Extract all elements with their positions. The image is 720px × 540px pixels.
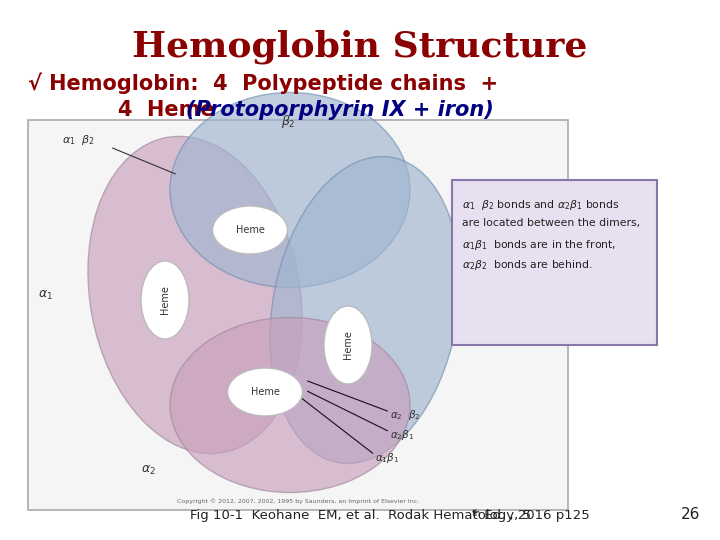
Text: $\alpha_1\beta_1$: $\alpha_1\beta_1$ bbox=[375, 451, 400, 465]
Text: $\alpha_1$  $\beta_2$ bonds and $\alpha_2\beta_1$ bonds: $\alpha_1$ $\beta_2$ bonds and $\alpha_2… bbox=[462, 198, 619, 212]
Text: Heme: Heme bbox=[235, 225, 264, 235]
Text: $\alpha_1$  $\beta_2$: $\alpha_1$ $\beta_2$ bbox=[62, 133, 95, 147]
Text: Heme: Heme bbox=[251, 387, 279, 397]
Text: $\beta_1$: $\beta_1$ bbox=[455, 301, 469, 319]
FancyBboxPatch shape bbox=[452, 180, 657, 345]
Text: $\alpha_1$: $\alpha_1$ bbox=[38, 288, 53, 301]
Text: $\alpha_2$  $\beta_2$: $\alpha_2$ $\beta_2$ bbox=[390, 408, 420, 422]
Text: $\alpha_1\beta_1$  bonds are in the front,: $\alpha_1\beta_1$ bonds are in the front… bbox=[462, 238, 616, 252]
Ellipse shape bbox=[324, 306, 372, 384]
Text: Copyright © 2012, 2007, 2002, 1995 by Saunders, an Imprint of Elsevier Inc.: Copyright © 2012, 2007, 2002, 1995 by Sa… bbox=[177, 498, 419, 504]
Ellipse shape bbox=[141, 261, 189, 339]
Text: $\beta_2$: $\beta_2$ bbox=[281, 113, 295, 131]
Text: $\alpha_2\beta_1$: $\alpha_2\beta_1$ bbox=[390, 428, 415, 442]
Ellipse shape bbox=[212, 206, 287, 254]
Ellipse shape bbox=[88, 137, 302, 454]
Ellipse shape bbox=[170, 318, 410, 492]
Text: √ Hemoglobin:  4  Polypeptide chains  +: √ Hemoglobin: 4 Polypeptide chains + bbox=[28, 72, 498, 93]
Text: th: th bbox=[472, 509, 482, 518]
FancyBboxPatch shape bbox=[28, 120, 568, 510]
Text: Fig 10-1  Keohane  EM, et al.  Rodak Hematology, 5: Fig 10-1 Keohane EM, et al. Rodak Hemato… bbox=[190, 509, 531, 522]
Text: are located between the dimers,: are located between the dimers, bbox=[462, 218, 640, 228]
Ellipse shape bbox=[228, 368, 302, 416]
Ellipse shape bbox=[170, 92, 410, 287]
Text: 26: 26 bbox=[680, 507, 700, 522]
Text: Heme: Heme bbox=[160, 286, 170, 314]
Text: Heme: Heme bbox=[343, 330, 353, 360]
Text: 4  Heme: 4 Heme bbox=[118, 100, 222, 120]
Text: (Protoporphyrin IX + iron): (Protoporphyrin IX + iron) bbox=[186, 100, 494, 120]
Text: Hemoglobin Structure: Hemoglobin Structure bbox=[132, 30, 588, 64]
Text: $\alpha_2\beta_2$  bonds are behind.: $\alpha_2\beta_2$ bonds are behind. bbox=[462, 258, 593, 272]
Text: Ed. , 2016 p125: Ed. , 2016 p125 bbox=[480, 509, 590, 522]
Text: $\alpha_2$: $\alpha_2$ bbox=[140, 463, 156, 476]
Ellipse shape bbox=[270, 157, 460, 463]
